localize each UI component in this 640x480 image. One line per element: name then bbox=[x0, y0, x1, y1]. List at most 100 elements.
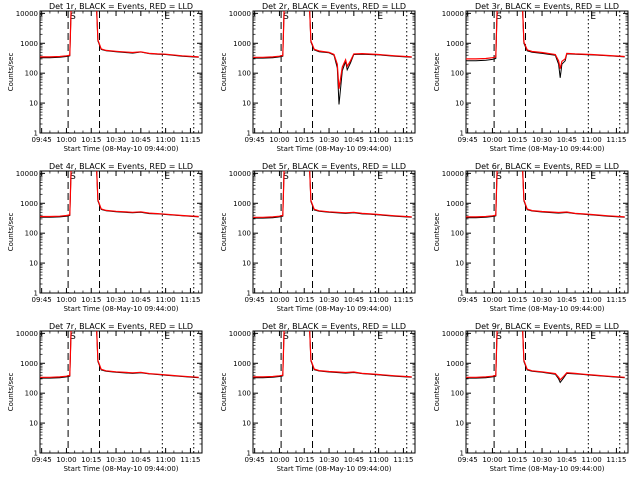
series-group bbox=[40, 331, 199, 379]
time-marker-label: E bbox=[164, 12, 170, 22]
time-marker-label: E bbox=[377, 12, 383, 22]
series-group bbox=[40, 171, 199, 218]
panel-title: Det 1r, BLACK = Events, RED = LLD bbox=[49, 2, 193, 11]
x-axis-label: Start Time (08-May-10 09:44:00) bbox=[63, 145, 178, 153]
panel-det-2: Det 2r, BLACK = Events, RED = LLD 1 10 100 1… bbox=[220, 2, 416, 153]
series-group bbox=[253, 171, 412, 219]
y-axis-label: Counts/sec bbox=[220, 53, 228, 92]
y-tick-label: 10000 bbox=[442, 330, 464, 338]
x-tick-label: 10:00 bbox=[56, 296, 76, 304]
plot-frame bbox=[39, 170, 203, 294]
x-tick-label: 11:15 bbox=[180, 296, 200, 304]
time-marker-label: S bbox=[283, 332, 289, 342]
y-tick-label: 10000 bbox=[16, 330, 38, 338]
y-tick-label: 1 bbox=[460, 450, 464, 458]
series-group bbox=[466, 171, 625, 219]
y-tick-label: 100 bbox=[238, 70, 251, 78]
time-marker-label: E bbox=[377, 172, 383, 182]
time-marker-label: E bbox=[590, 12, 596, 22]
x-axis-label: Start Time (08-May-10 09:44:00) bbox=[276, 305, 391, 313]
y-tick-label: 1000 bbox=[20, 360, 38, 368]
x-tick-label: 10:45 bbox=[557, 456, 577, 464]
time-marker-label: E bbox=[590, 332, 596, 342]
x-axis-label: Start Time (08-May-10 09:44:00) bbox=[489, 305, 604, 313]
y-axis-label: Counts/sec bbox=[220, 373, 228, 412]
plot-frame bbox=[252, 10, 416, 134]
panel-det-6: Det 6r, BLACK = Events, RED = LLD 1 10 100 1… bbox=[433, 162, 629, 313]
y-tick-label: 100 bbox=[238, 230, 251, 238]
x-tick-label: 11:00 bbox=[582, 456, 602, 464]
x-tick-label: 10:00 bbox=[56, 456, 76, 464]
y-axis-label: Counts/sec bbox=[433, 213, 441, 252]
y-axis-label: Counts/sec bbox=[433, 53, 441, 92]
x-tick-label: 11:15 bbox=[180, 136, 200, 144]
x-tick-label: 10:30 bbox=[106, 296, 126, 304]
panel-title: Det 6r, BLACK = Events, RED = LLD bbox=[475, 162, 619, 171]
y-tick-label: 10000 bbox=[16, 170, 38, 178]
x-tick-label: 10:15 bbox=[507, 136, 527, 144]
plot-frame bbox=[252, 330, 416, 454]
y-tick-label: 10000 bbox=[229, 330, 251, 338]
y-tick-label: 10 bbox=[242, 100, 251, 108]
y-tick-label: 1 bbox=[34, 450, 38, 458]
y-tick-label: 1 bbox=[247, 130, 251, 138]
y-tick-label: 10000 bbox=[16, 10, 38, 18]
time-marker-label: E bbox=[164, 172, 170, 182]
x-tick-label: 11:15 bbox=[393, 456, 413, 464]
x-tick-label: 11:15 bbox=[606, 456, 626, 464]
events-series-line bbox=[466, 11, 625, 78]
y-tick-label: 10000 bbox=[229, 170, 251, 178]
plot-frame bbox=[39, 330, 203, 454]
time-marker-label: S bbox=[496, 172, 502, 182]
y-tick-label: 100 bbox=[451, 230, 464, 238]
x-tick-label: 11:15 bbox=[393, 296, 413, 304]
y-tick-label: 100 bbox=[451, 70, 464, 78]
x-tick-label: 11:00 bbox=[582, 296, 602, 304]
y-tick-label: 10 bbox=[242, 260, 251, 268]
series-group bbox=[40, 11, 199, 59]
panel-det-9: Det 9r, BLACK = Events, RED = LLD 1 10 100 1… bbox=[433, 322, 629, 473]
y-tick-label: 1 bbox=[34, 130, 38, 138]
x-axis-label: Start Time (08-May-10 09:44:00) bbox=[63, 465, 178, 473]
lld-series-line bbox=[466, 11, 625, 69]
lld-series-line bbox=[40, 11, 199, 58]
y-tick-label: 10 bbox=[29, 100, 38, 108]
panel-title: Det 4r, BLACK = Events, RED = LLD bbox=[49, 162, 193, 171]
x-tick-label: 10:00 bbox=[482, 136, 502, 144]
y-tick-label: 10000 bbox=[442, 170, 464, 178]
series-group bbox=[253, 11, 412, 105]
y-tick-label: 1000 bbox=[20, 40, 38, 48]
x-tick-label: 10:00 bbox=[269, 456, 289, 464]
lld-series-line bbox=[253, 11, 412, 89]
y-tick-label: 10 bbox=[455, 100, 464, 108]
x-tick-label: 10:30 bbox=[532, 296, 552, 304]
lld-series-line bbox=[253, 171, 412, 218]
panel-title: Det 9r, BLACK = Events, RED = LLD bbox=[475, 322, 619, 331]
x-tick-label: 09:45 bbox=[245, 296, 265, 304]
x-tick-label: 10:45 bbox=[131, 296, 151, 304]
x-tick-label: 10:15 bbox=[81, 136, 101, 144]
y-tick-label: 1000 bbox=[233, 360, 251, 368]
x-tick-label: 10:30 bbox=[319, 456, 339, 464]
y-tick-label: 1 bbox=[247, 290, 251, 298]
y-tick-label: 1 bbox=[460, 290, 464, 298]
y-tick-label: 100 bbox=[451, 390, 464, 398]
time-marker-label: S bbox=[283, 172, 289, 182]
x-axis-label: Start Time (08-May-10 09:44:00) bbox=[63, 305, 178, 313]
plot-frame bbox=[465, 330, 629, 454]
series-group bbox=[466, 11, 625, 78]
time-marker-label: E bbox=[164, 332, 170, 342]
x-tick-label: 11:00 bbox=[156, 296, 176, 304]
y-axis-label: Counts/sec bbox=[433, 373, 441, 412]
x-tick-label: 10:30 bbox=[319, 296, 339, 304]
x-tick-label: 09:45 bbox=[245, 456, 265, 464]
y-tick-label: 10 bbox=[455, 260, 464, 268]
x-tick-label: 09:45 bbox=[32, 296, 52, 304]
x-tick-label: 10:00 bbox=[482, 296, 502, 304]
x-tick-label: 11:00 bbox=[156, 456, 176, 464]
panel-title: Det 7r, BLACK = Events, RED = LLD bbox=[49, 322, 193, 331]
panel-det-3: Det 3r, BLACK = Events, RED = LLD 1 10 100 1… bbox=[433, 2, 629, 153]
x-tick-label: 10:15 bbox=[81, 456, 101, 464]
y-axis-label: Counts/sec bbox=[7, 373, 15, 412]
panel-title: Det 5r, BLACK = Events, RED = LLD bbox=[262, 162, 406, 171]
